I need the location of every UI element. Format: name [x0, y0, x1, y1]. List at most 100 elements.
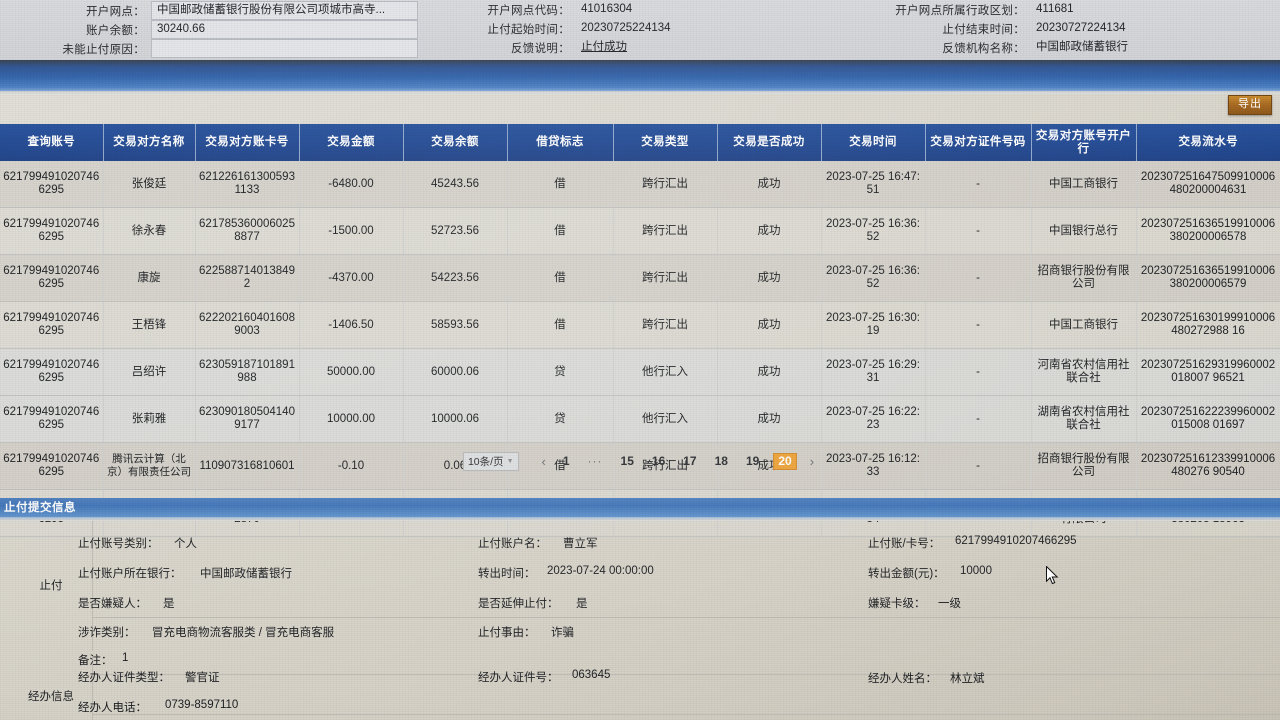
cell-query-account: 6217994910207466295	[0, 301, 104, 349]
col-balance[interactable]: 交易余额	[403, 124, 508, 161]
table-row[interactable]: 6217994910207466295 王梧锋 6222021604016089…	[0, 301, 1280, 349]
col-txn-time[interactable]: 交易时间	[821, 124, 926, 161]
cell-counterparty-name: 康旋	[103, 254, 196, 302]
cell-dc-flag: 借	[507, 207, 614, 255]
branch-code-value[interactable]: 41016304	[581, 3, 633, 15]
cell-success: 成功	[717, 254, 822, 302]
cell-txn-type: 跨行汇出	[613, 207, 718, 255]
cell-serial: 202307251612339910006480276 90540	[1136, 442, 1280, 490]
page-16-button[interactable]: 16	[651, 454, 666, 468]
col-query-account[interactable]: 查询账号	[0, 124, 104, 161]
page-size-select[interactable]: 10条/页 ▼	[462, 451, 519, 471]
is-extended-stop-label: 是否延伸止付：	[478, 598, 559, 610]
cell-dc-flag: 借	[507, 301, 614, 349]
suspect-card-level-label: 嫌疑卡级：	[868, 598, 926, 610]
cell-txn-type: 跨行汇出	[613, 442, 718, 490]
col-amount[interactable]: 交易金额	[299, 124, 404, 161]
cell-counterparty-id: -	[925, 348, 1032, 396]
col-dc-flag[interactable]: 借贷标志	[507, 124, 614, 161]
cell-amount: -6480.00	[299, 161, 404, 208]
cell-counterparty-id: -	[925, 442, 1032, 490]
stop-bank-value: 中国邮政储蓄银行	[200, 568, 292, 580]
col-txn-type[interactable]: 交易类型	[613, 124, 718, 161]
pagination: 10条/页 ▼ ‹ 1 ··· 15 16 17 18 19 20 ›	[0, 444, 1280, 478]
page-19-button[interactable]: 19	[745, 454, 760, 468]
cell-query-account: 6217994910207466295	[0, 395, 104, 443]
stop-payment-detail-panel: 止付 经办信息 止付账号类别： 个人 止付账户名： 曹立军 止付账/卡号： 62…	[0, 521, 1280, 720]
fraud-category-value: 冒充电商物流客服类 / 冒充电商客服	[152, 627, 335, 639]
export-button[interactable]: 导出	[1228, 95, 1272, 115]
feedback-org-label: 反馈机构名称：	[942, 42, 1025, 55]
cell-balance: 10000.06	[403, 395, 508, 443]
cell-counterparty-id: -	[925, 395, 1032, 443]
cell-balance: 45243.56	[403, 161, 508, 208]
branch-name-value[interactable]: 中国邮政储蓄银行股份有限公司项城市高寺...	[151, 1, 418, 20]
detail-vertical-divider	[92, 521, 93, 651]
stop-account-type-value: 个人	[174, 538, 197, 550]
stop-fail-reason-value[interactable]	[151, 39, 418, 58]
stop-card-no-label: 止付账/卡号：	[868, 538, 941, 550]
cell-serial: 202307251622239960002015008 01697	[1136, 395, 1280, 443]
detail-divider-1	[92, 617, 1280, 618]
stop-reason-value: 诈骗	[551, 627, 574, 639]
next-page-button[interactable]: ›	[809, 453, 815, 469]
stop-card-no-value: 6217994910207466295	[955, 535, 1077, 547]
cell-counterparty-card: 6222021604016089003	[195, 301, 300, 349]
transaction-table: 查询账号 交易对方名称 交易对方账卡号 交易金额 交易余额 借贷标志 交易类型 …	[0, 124, 1280, 537]
cell-counterparty-name: 吕绍许	[103, 348, 196, 396]
cell-counterparty-bank: 中国银行总行	[1031, 207, 1137, 255]
cell-counterparty-name: 张莉雅	[103, 395, 196, 443]
cell-dc-flag: 贷	[507, 395, 614, 443]
stop-start-time-value[interactable]: 20230725224134	[581, 22, 671, 34]
cell-txn-time: 2023-07-25 16:36:52	[821, 207, 926, 255]
cell-counterparty-card: 6225887140138492	[195, 254, 300, 302]
remark-value: 1	[122, 652, 129, 664]
table-row[interactable]: 6217994910207466295 徐永春 6217853600060258…	[0, 207, 1280, 255]
cell-balance: 60000.06	[403, 348, 508, 396]
cell-serial: 202307251636519910006380200006578	[1136, 207, 1280, 255]
cell-txn-type: 跨行汇出	[613, 161, 718, 208]
table-row[interactable]: 6217994910207466295 张俊廷 6212261613005931…	[0, 161, 1280, 208]
branch-region-value[interactable]: 411681	[1036, 3, 1074, 15]
operator-phone-label: 经办人电话：	[78, 702, 147, 714]
cell-success: 成功	[717, 348, 822, 396]
feedback-note-value[interactable]: 止付成功	[581, 41, 627, 53]
cell-counterparty-id: -	[925, 207, 1032, 255]
cell-amount: -0.10	[299, 442, 404, 490]
cell-query-account: 6217994910207466295	[0, 207, 104, 255]
transaction-table-body: 6217994910207466295 张俊廷 6212261613005931…	[0, 161, 1280, 537]
col-counterparty-id[interactable]: 交易对方证件号码	[925, 124, 1032, 161]
cell-dc-flag: 借	[507, 254, 614, 302]
page-size-label: 10条/页	[467, 455, 504, 468]
page-1-button[interactable]: 1	[562, 454, 570, 468]
col-success[interactable]: 交易是否成功	[717, 124, 822, 161]
col-counterparty-card[interactable]: 交易对方账卡号	[195, 124, 300, 161]
cell-amount: 10000.00	[299, 395, 404, 443]
cell-amount: 50000.00	[299, 348, 404, 396]
cell-counterparty-card: 6212261613005931133	[195, 161, 300, 208]
cell-success: 成功	[717, 301, 822, 349]
account-balance-value[interactable]: 30240.66	[151, 20, 418, 39]
mouse-cursor	[1046, 566, 1059, 585]
table-row[interactable]: 6217994910207466295 腾讯云计算（北京）有限责任公司 1109…	[0, 442, 1280, 490]
col-counterparty-name[interactable]: 交易对方名称	[103, 124, 196, 161]
stop-end-time-value[interactable]: 20230727224134	[1036, 22, 1126, 34]
prev-page-button[interactable]: ‹	[541, 453, 546, 469]
cell-txn-time: 2023-07-25 16:47:51	[821, 161, 926, 208]
is-suspect-label: 是否嫌疑人：	[78, 598, 147, 610]
page-15-button[interactable]: 15	[620, 454, 634, 468]
cell-txn-time: 2023-07-25 16:12:33	[821, 442, 926, 490]
table-row[interactable]: 6217994910207466295 吕绍许 6230591871018919…	[0, 348, 1280, 396]
page-20-button-active[interactable]: 20	[773, 452, 797, 470]
col-counterparty-bank[interactable]: 交易对方账号开户行	[1031, 124, 1137, 161]
col-serial[interactable]: 交易流水号	[1136, 124, 1280, 161]
operator-name-label: 经办人姓名：	[868, 673, 937, 685]
feedback-org-value[interactable]: 中国邮政储蓄银行	[1036, 41, 1128, 53]
cell-counterparty-bank: 中国工商银行	[1031, 301, 1137, 349]
cell-counterparty-name: 徐永春	[103, 207, 196, 255]
page-18-button[interactable]: 18	[714, 454, 728, 468]
table-row[interactable]: 6217994910207466295 张莉雅 6230901805041409…	[0, 395, 1280, 443]
table-row[interactable]: 6217994910207466295 康旋 6225887140138492 …	[0, 254, 1280, 302]
page-17-button[interactable]: 17	[683, 454, 697, 468]
cell-amount: -1500.00	[299, 207, 404, 255]
